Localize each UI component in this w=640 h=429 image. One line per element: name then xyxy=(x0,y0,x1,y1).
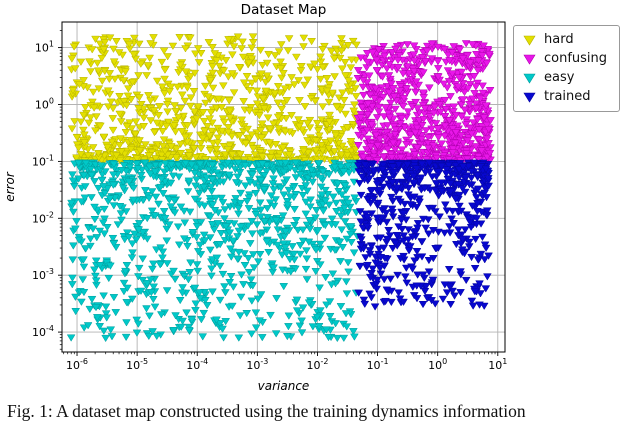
svg-text:10-1: 10-1 xyxy=(367,357,389,372)
svg-text:10-5: 10-5 xyxy=(126,357,148,372)
svg-text:10-2: 10-2 xyxy=(32,210,54,225)
chart-title: Dataset Map xyxy=(241,2,327,18)
dataset-map-plot: 10-6 10-5 10-4 10-3 10-2 10-1 100 101 10-4 10-3 10… xyxy=(3,2,507,393)
legend-label: hard xyxy=(544,32,574,47)
triangle-marker-icon xyxy=(523,35,536,46)
svg-text:10-2: 10-2 xyxy=(306,357,328,372)
series-easy xyxy=(66,159,362,343)
legend-label: trained xyxy=(544,89,591,104)
series-hard xyxy=(67,33,361,165)
legend: hard confusing easy trained xyxy=(513,25,621,112)
svg-text:10-1: 10-1 xyxy=(32,153,54,168)
svg-text:100: 100 xyxy=(35,97,54,112)
axis-ticks: 10-6 10-5 10-4 10-3 10-2 10-1 100 101 10-4 10-3 10… xyxy=(32,30,507,372)
scatter-points xyxy=(66,33,495,343)
svg-text:101: 101 xyxy=(488,357,507,372)
legend-label: confusing xyxy=(544,51,608,66)
svg-text:101: 101 xyxy=(35,40,54,55)
svg-text:10-6: 10-6 xyxy=(66,357,88,372)
plot-border xyxy=(61,21,506,353)
legend-item-trained: trained xyxy=(523,90,607,104)
triangle-marker-icon xyxy=(523,54,536,65)
x-axis-label: variance xyxy=(258,379,310,393)
triangle-marker-icon xyxy=(523,92,536,103)
series-confusing xyxy=(353,40,495,165)
svg-text:10-4: 10-4 xyxy=(186,357,208,372)
series-trained xyxy=(354,159,494,311)
svg-text:100: 100 xyxy=(428,357,447,372)
triangle-marker-icon xyxy=(523,73,536,84)
svg-text:10-3: 10-3 xyxy=(32,267,54,282)
legend-label: easy xyxy=(544,70,575,85)
legend-item-hard: hard xyxy=(523,33,607,47)
legend-item-confusing: confusing xyxy=(523,52,607,66)
svg-text:10-3: 10-3 xyxy=(246,357,268,372)
figure-caption: Fig. 1: A dataset map constructed using … xyxy=(7,401,526,421)
legend-item-easy: easy xyxy=(523,71,607,85)
y-axis-label: error xyxy=(3,171,17,202)
svg-text:10-4: 10-4 xyxy=(32,324,54,339)
